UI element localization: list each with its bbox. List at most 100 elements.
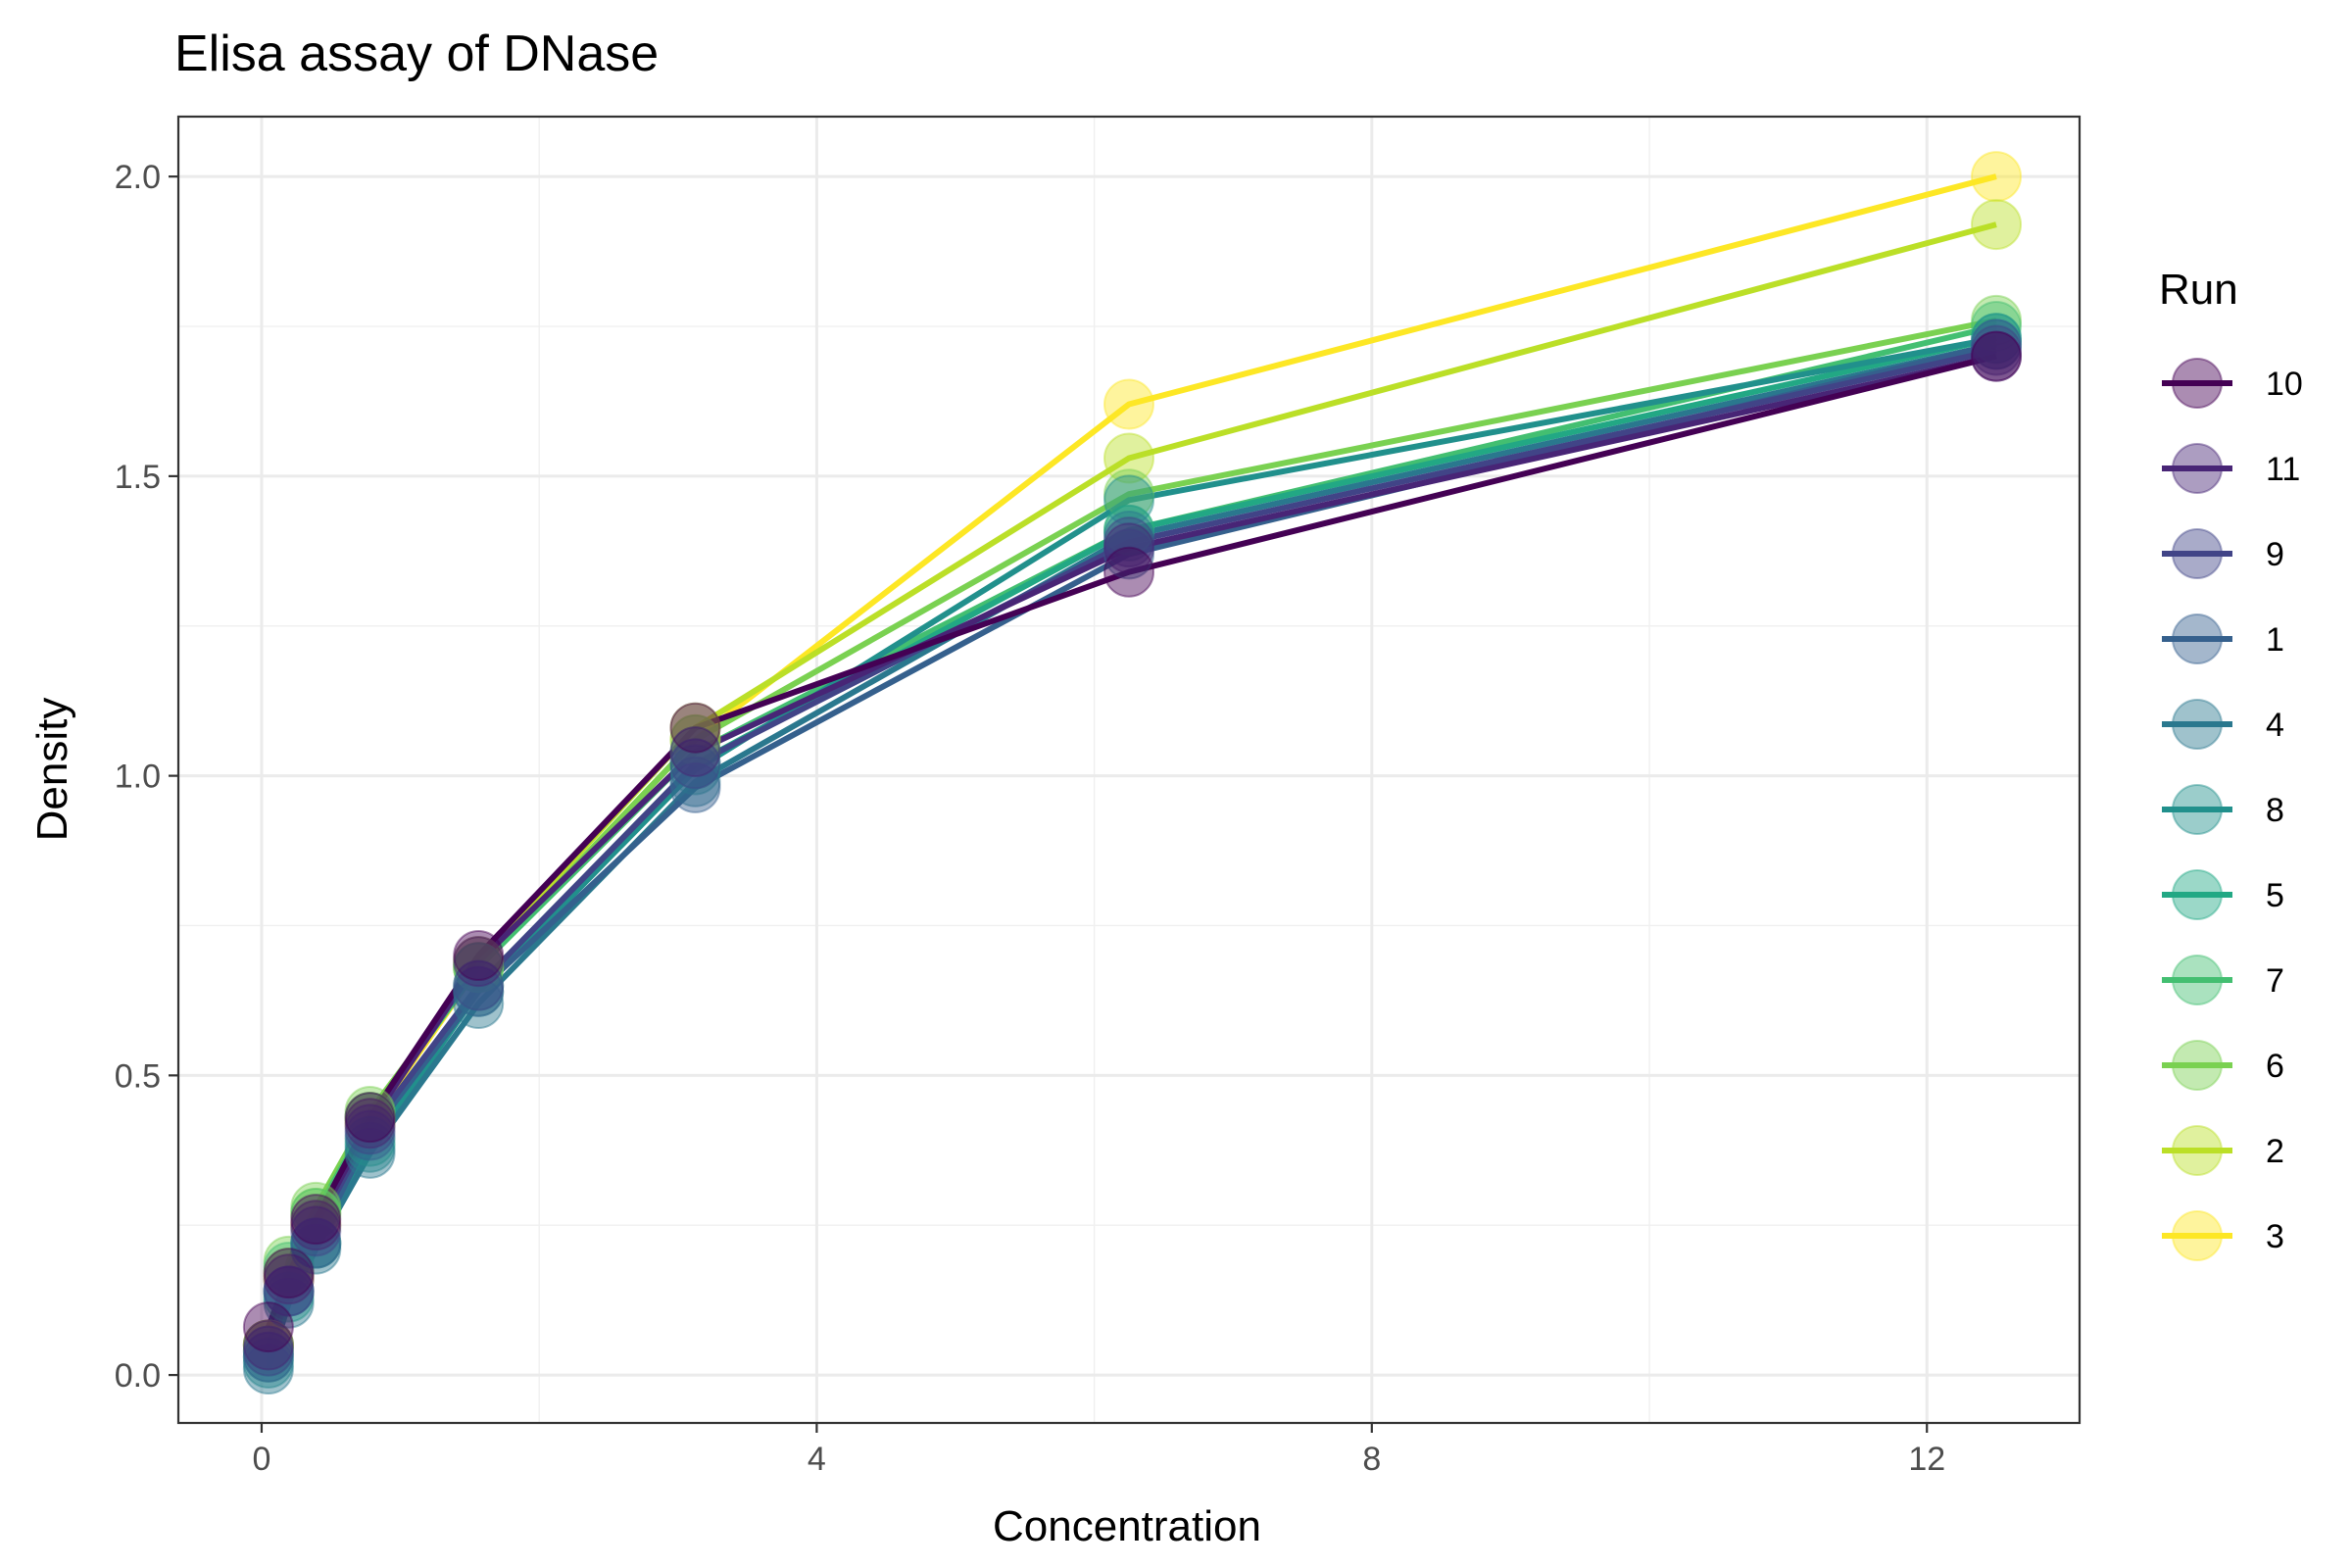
data-point-2 xyxy=(453,936,505,988)
y-tick-label: 0.5 xyxy=(115,1057,161,1095)
minor-gridlines xyxy=(178,117,2080,1423)
data-point-6 xyxy=(242,1319,294,1371)
data-point-10 xyxy=(669,702,721,754)
legend-title: Run xyxy=(2159,266,2238,314)
data-point-5 xyxy=(263,1271,315,1323)
x-axis-title: Concentration xyxy=(993,1502,1261,1550)
data-point-8 xyxy=(1103,474,1154,526)
data-point-6 xyxy=(1103,468,1154,520)
x-tick-label: 12 xyxy=(1908,1441,1945,1478)
data-point-8 xyxy=(290,1217,342,1269)
legend-item-7: 7 xyxy=(2162,955,2284,1005)
x-tick-label: 4 xyxy=(808,1441,826,1478)
panel-background xyxy=(178,117,2080,1423)
data-point-5 xyxy=(453,959,505,1011)
data-point-9 xyxy=(1971,324,2023,376)
data-point-6 xyxy=(453,942,505,994)
data-point-5 xyxy=(344,1115,396,1167)
data-point-10 xyxy=(242,1301,294,1353)
data-point-10 xyxy=(1103,546,1154,598)
legend-item-5: 5 xyxy=(2162,869,2284,920)
legend-label: 5 xyxy=(2266,877,2284,914)
legend-label: 2 xyxy=(2266,1133,2284,1170)
data-point-6 xyxy=(344,1086,396,1138)
data-point-5 xyxy=(242,1331,294,1383)
data-point-10 xyxy=(344,1092,396,1144)
series-lines xyxy=(265,173,1997,1370)
data-point-3 xyxy=(263,1253,315,1305)
data-point-5 xyxy=(1103,504,1154,556)
series-points xyxy=(242,151,2023,1395)
data-point-8 xyxy=(263,1265,315,1317)
data-point-1 xyxy=(1103,528,1154,580)
legend-label: 10 xyxy=(2266,366,2303,403)
legend-item-4: 4 xyxy=(2162,699,2284,750)
data-point-2 xyxy=(290,1187,342,1239)
legend-label: 3 xyxy=(2266,1218,2284,1255)
data-point-2 xyxy=(669,702,721,754)
data-point-4 xyxy=(242,1343,294,1395)
data-point-9 xyxy=(1103,516,1154,568)
data-point-1 xyxy=(669,761,721,813)
data-point-7 xyxy=(290,1187,342,1239)
data-point-9 xyxy=(453,959,505,1011)
data-point-6 xyxy=(1971,294,2023,346)
data-point-8 xyxy=(669,744,721,796)
y-tick-label: 2.0 xyxy=(115,159,161,196)
data-point-11 xyxy=(263,1253,315,1305)
legend-item-9: 9 xyxy=(2162,528,2284,579)
y-axis-title: Density xyxy=(28,698,76,842)
data-point-1 xyxy=(453,965,505,1017)
data-point-11 xyxy=(1103,522,1154,574)
data-point-8 xyxy=(453,965,505,1017)
data-point-4 xyxy=(453,977,505,1029)
data-point-9 xyxy=(669,738,721,790)
legend-item-11: 11 xyxy=(2162,443,2300,494)
data-point-4 xyxy=(669,756,721,808)
legend-item-8: 8 xyxy=(2162,784,2284,835)
legend-label: 8 xyxy=(2266,792,2284,829)
data-point-3 xyxy=(344,1098,396,1150)
data-point-11 xyxy=(453,936,505,988)
data-point-2 xyxy=(242,1319,294,1371)
y-tick-label: 0.0 xyxy=(115,1357,161,1395)
data-point-1 xyxy=(1971,318,2023,370)
y-tick-label: 1.0 xyxy=(115,759,161,796)
data-point-3 xyxy=(242,1319,294,1371)
legend-label: 9 xyxy=(2266,536,2284,573)
legend-label: 7 xyxy=(2266,962,2284,1000)
data-point-4 xyxy=(1103,511,1154,563)
data-point-2 xyxy=(1103,432,1154,484)
legend-item-2: 2 xyxy=(2162,1125,2284,1176)
data-point-9 xyxy=(344,1103,396,1155)
data-point-1 xyxy=(263,1265,315,1317)
legend-item-10: 10 xyxy=(2162,358,2303,409)
data-point-3 xyxy=(669,713,721,765)
data-point-7 xyxy=(1103,504,1154,556)
legend-label: 4 xyxy=(2266,707,2284,744)
data-point-7 xyxy=(344,1092,396,1144)
data-point-9 xyxy=(290,1205,342,1257)
data-point-11 xyxy=(669,726,721,778)
data-point-2 xyxy=(344,1092,396,1144)
data-point-1 xyxy=(242,1331,294,1383)
data-point-10 xyxy=(290,1194,342,1246)
data-point-7 xyxy=(242,1325,294,1377)
major-gridlines xyxy=(178,117,2080,1423)
data-point-1 xyxy=(344,1109,396,1161)
legend-items: 10 11 9 1 4 8 5 7 6 2 3 xyxy=(2162,358,2303,1261)
data-point-6 xyxy=(263,1235,315,1287)
legend-item-3: 3 xyxy=(2162,1210,2284,1261)
data-point-9 xyxy=(263,1265,315,1317)
y-tick-label: 1.5 xyxy=(115,459,161,496)
data-point-7 xyxy=(263,1242,315,1294)
data-point-10 xyxy=(263,1248,315,1299)
legend-label: 11 xyxy=(2266,451,2300,488)
data-point-7 xyxy=(1971,301,2023,353)
data-point-8 xyxy=(344,1121,396,1173)
chart-title: Elisa assay of DNase xyxy=(174,25,659,82)
data-point-10 xyxy=(1971,330,2023,382)
series-line-10 xyxy=(266,353,1997,1329)
data-point-5 xyxy=(290,1217,342,1269)
